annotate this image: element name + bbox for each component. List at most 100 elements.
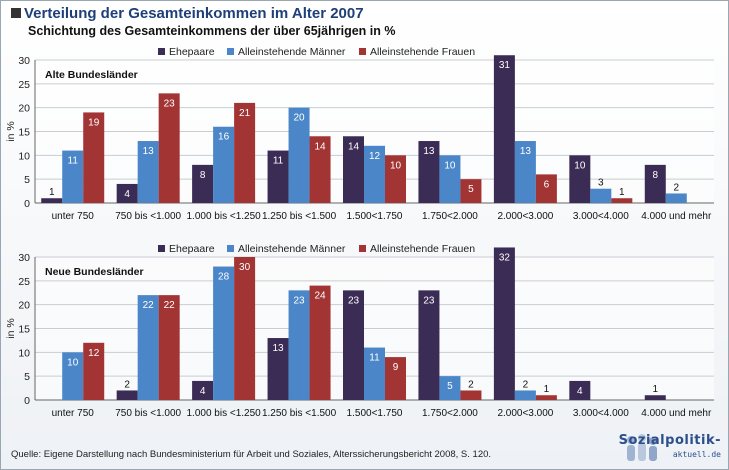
bar <box>343 136 364 203</box>
bar <box>665 193 687 203</box>
x-tick-label: 1.250 bis <1.500 <box>262 211 337 222</box>
x-tick-label: 750 bis <1.000 <box>115 211 181 222</box>
bar <box>309 136 331 203</box>
bar <box>439 376 461 400</box>
x-tick-label: 2.000<3.000 <box>497 408 553 419</box>
title-text: Verteilung der Gesamteinkommen im Alter … <box>24 5 364 22</box>
bar <box>418 141 440 203</box>
data-label: 22 <box>143 300 155 311</box>
bar <box>535 174 557 203</box>
data-label: 12 <box>88 348 100 359</box>
data-label: 3 <box>598 178 604 189</box>
y-tick-label: 20 <box>18 103 30 115</box>
bar <box>288 290 310 400</box>
y-tick-label: 5 <box>24 371 30 383</box>
x-tick-label: 1.250 bis <1.500 <box>262 408 337 419</box>
data-label: 11 <box>369 353 380 364</box>
data-label: 14 <box>348 141 360 152</box>
data-label: 2 <box>468 379 474 390</box>
bar <box>267 150 289 203</box>
site-logo[interactable]: Sozialpolitik- aktuell.de <box>618 427 725 467</box>
data-label: 20 <box>293 113 305 124</box>
y-axis-label: in % <box>5 318 17 338</box>
data-label: 13 <box>272 343 284 354</box>
x-tick-label: 1.750<2.000 <box>422 408 478 419</box>
title-square-icon <box>11 8 21 18</box>
x-tick-label: 2.000<3.000 <box>497 211 553 222</box>
data-label: 1 <box>619 187 625 198</box>
bar <box>116 183 138 203</box>
bar <box>158 93 180 203</box>
y-tick-label: 30 <box>18 55 30 67</box>
data-label: 23 <box>164 98 176 109</box>
bar <box>192 164 214 203</box>
bar <box>288 107 310 203</box>
data-label: 2 <box>673 182 679 193</box>
data-label: 23 <box>423 295 435 306</box>
data-label: 4 <box>124 189 130 200</box>
data-label: 24 <box>314 291 326 302</box>
bar <box>493 247 515 400</box>
legend-swatch <box>158 245 165 252</box>
bar <box>439 155 461 203</box>
panel-label: Neue Bundesländer <box>45 266 144 278</box>
legend-swatch <box>227 245 234 252</box>
legend-item: Ehepaare <box>158 46 215 58</box>
legend-label: Alleinstehende Frauen <box>370 46 475 58</box>
bar <box>569 155 591 203</box>
logo-main-text: Sozialpolitik- <box>618 433 721 448</box>
legend-item: Alleinstehende Frauen <box>359 46 475 58</box>
legend-item: Alleinstehende Männer <box>227 46 346 58</box>
data-label: 23 <box>348 295 360 306</box>
data-label: 1 <box>49 187 55 198</box>
chart-panel-alte-bundeslaender: 0 5 10 15 20 25 30 in % Alte Bundesländer Ehepaar… <box>1 39 728 227</box>
panel-label: Alte Bundesländer <box>45 69 138 81</box>
y-tick-label: 10 <box>18 150 30 162</box>
data-label: 2 <box>523 379 529 390</box>
bar <box>41 198 63 203</box>
y-axis-label: in % <box>5 121 17 141</box>
legend-label: Ehepaare <box>169 243 215 255</box>
bar <box>234 257 256 400</box>
bar <box>309 285 331 400</box>
bar <box>83 112 105 203</box>
bar <box>535 395 557 400</box>
data-label: 31 <box>499 60 511 71</box>
bar <box>364 347 385 400</box>
x-tick-label: 1.000 bis <1.250 <box>186 408 261 419</box>
bar <box>569 380 591 400</box>
bar <box>514 390 536 400</box>
y-tick-label: 30 <box>18 252 30 264</box>
legend-swatch <box>359 245 366 252</box>
legend-label: Ehepaare <box>169 46 215 58</box>
x-tick-label: 1.000 bis <1.250 <box>186 211 261 222</box>
x-tick-label: 4.000 und mehr <box>641 211 712 222</box>
data-label: 12 <box>369 151 381 162</box>
chart-panel-neue-bundeslaender: 0 5 10 15 20 25 30 in % Neue Bundesländer Ehepaar… <box>1 236 728 424</box>
data-label: 1 <box>652 384 658 395</box>
y-tick-label: 25 <box>18 79 30 91</box>
bar <box>493 55 515 203</box>
data-label: 32 <box>499 252 511 263</box>
bar <box>385 155 406 203</box>
bar <box>83 342 105 400</box>
x-tick-label: 3.000<4.000 <box>573 211 629 222</box>
x-tick-label: 1.750<2.000 <box>422 211 478 222</box>
data-label: 10 <box>444 160 456 171</box>
data-label: 13 <box>423 146 435 157</box>
y-tick-label: 20 <box>18 300 30 312</box>
bar <box>62 352 84 400</box>
data-label: 5 <box>447 381 453 392</box>
data-label: 23 <box>293 295 305 306</box>
bar <box>460 179 482 203</box>
data-label: 4 <box>577 386 583 397</box>
bar <box>137 141 159 203</box>
data-label: 13 <box>143 146 155 157</box>
data-label: 10 <box>67 357 79 368</box>
data-label: 30 <box>239 262 251 273</box>
legend-swatch <box>158 48 165 55</box>
bar <box>213 126 235 203</box>
bar <box>514 141 536 203</box>
legend-label: Alleinstehende Männer <box>238 243 346 255</box>
